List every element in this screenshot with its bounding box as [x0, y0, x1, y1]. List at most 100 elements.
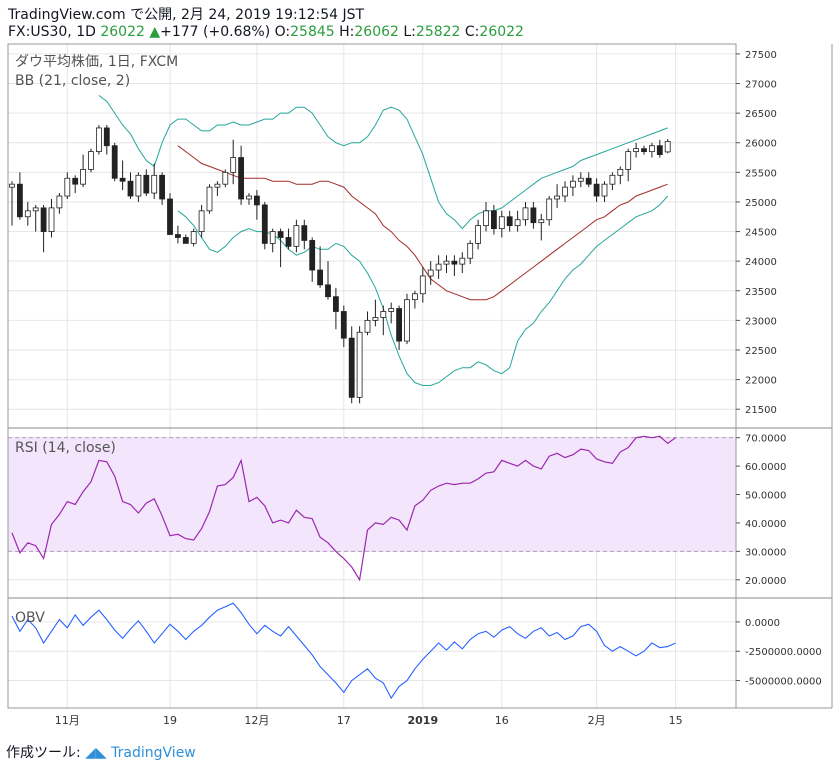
y-tick-label: 20.0000: [745, 576, 786, 587]
candle-body: [467, 243, 474, 259]
footer: 作成ツール: ◢◣ TradingView: [6, 744, 196, 762]
y-tick-label: -5000000.0000: [745, 677, 822, 688]
open-label: O:: [274, 24, 291, 40]
bb-indicator-label: BB (21, close, 2): [15, 73, 130, 89]
y-tick-label: 25500: [745, 168, 777, 179]
candle-body: [9, 183, 15, 188]
candle-body: [380, 311, 387, 318]
candle-body: [546, 198, 553, 221]
x-tick-label: 11月: [55, 714, 80, 727]
candle-body: [167, 198, 173, 235]
chart-header-line2: FX:US30, 1D 26022 ▲+177 (+0.68%) O:25845…: [8, 23, 524, 41]
up-arrow-icon: ▲: [149, 24, 161, 40]
candle-body: [190, 231, 197, 244]
candle-body: [475, 225, 482, 244]
candle-body: [570, 180, 576, 188]
candle-body: [364, 319, 371, 333]
candle-body: [641, 148, 647, 153]
candle-body: [419, 275, 426, 295]
candle-body: [174, 234, 181, 238]
candle-body: [593, 183, 600, 197]
rsi-indicator-label: RSI (14, close): [15, 440, 116, 456]
symbol-label: FX:US30, 1D: [8, 24, 96, 40]
x-tick-label: 17: [337, 714, 351, 727]
candle-body: [96, 127, 102, 153]
candle-body: [16, 183, 23, 218]
candle-body: [443, 260, 450, 265]
candle-body: [238, 157, 245, 200]
y-tick-label: 23000: [745, 316, 777, 327]
y-tick-label: 30.0000: [745, 547, 786, 558]
candle-body: [522, 207, 529, 221]
y-tick-label: 24500: [745, 228, 777, 239]
candle-body: [269, 231, 276, 244]
x-tick-label: 15: [669, 714, 683, 727]
low-label: L:: [403, 24, 416, 40]
y-tick-label: 26000: [745, 139, 777, 150]
candle-body: [601, 183, 608, 197]
candle-body: [554, 195, 560, 200]
candle-body: [514, 219, 521, 227]
candle-body: [293, 225, 300, 247]
footer-label: 作成ツール:: [6, 745, 81, 761]
candle-body: [435, 263, 442, 271]
y-tick-label: 50.0000: [745, 491, 786, 502]
candle-body: [325, 284, 331, 298]
candle-body: [24, 210, 31, 218]
candle-body: [506, 216, 513, 227]
candle-body: [538, 219, 545, 224]
candle-body: [143, 174, 150, 194]
y-tick-label: 24000: [745, 257, 777, 268]
candle-body: [182, 237, 189, 244]
candle-body: [530, 207, 537, 224]
high-label: H:: [339, 24, 355, 40]
candle-body: [206, 186, 213, 212]
time-axis: 11月 19 12月 17 2019 16 2月 15: [55, 714, 683, 727]
x-tick-label: 16: [495, 714, 509, 727]
brand-name[interactable]: TradingView.com: [8, 7, 126, 23]
x-tick-label: 2019: [407, 714, 438, 727]
footer-brand[interactable]: TradingView: [111, 745, 196, 761]
bb-lower-line: [177, 195, 669, 386]
candle-body: [119, 177, 126, 182]
x-tick-label: 12月: [244, 714, 269, 727]
candle-body: [127, 180, 134, 197]
candle-body: [617, 168, 624, 176]
y-tick-label: 23500: [745, 287, 777, 298]
candle-body: [664, 141, 671, 153]
obv-indicator-label: OBV: [15, 610, 45, 626]
candle-body: [198, 210, 205, 232]
candle-body: [625, 151, 632, 170]
candles: [9, 124, 671, 404]
candle-body: [490, 210, 497, 229]
candle-body: [111, 145, 118, 179]
candle-body: [277, 231, 284, 238]
candle-body: [253, 195, 260, 206]
high-value: 26062: [354, 24, 399, 40]
obv-pane: [11, 602, 676, 700]
published-date: で公開, 2月 24, 2019 19:12:54 JST: [130, 7, 365, 23]
open-value: 25845: [290, 24, 335, 40]
x-tick-label: 2月: [588, 714, 606, 727]
candle-body: [64, 177, 71, 197]
candle-body: [459, 257, 466, 265]
rsi-line: [11, 435, 676, 582]
candle-body: [80, 168, 86, 185]
candle-body: [159, 174, 166, 200]
obv-line: [11, 602, 676, 700]
candle-body: [261, 204, 268, 244]
candle-body: [396, 308, 403, 342]
pane-frames: [7, 43, 833, 709]
y-tick-label: 40.0000: [745, 519, 786, 530]
low-value: 25822: [415, 24, 461, 40]
candle-body: [48, 207, 55, 232]
candle-body: [483, 210, 489, 227]
candle-body: [356, 331, 363, 398]
candle-body: [285, 237, 292, 247]
y-tick-label: 25000: [745, 198, 777, 209]
close-label: C:: [464, 24, 480, 40]
candle-body: [246, 195, 252, 200]
candle-body: [214, 183, 221, 188]
candle-body: [135, 174, 142, 197]
